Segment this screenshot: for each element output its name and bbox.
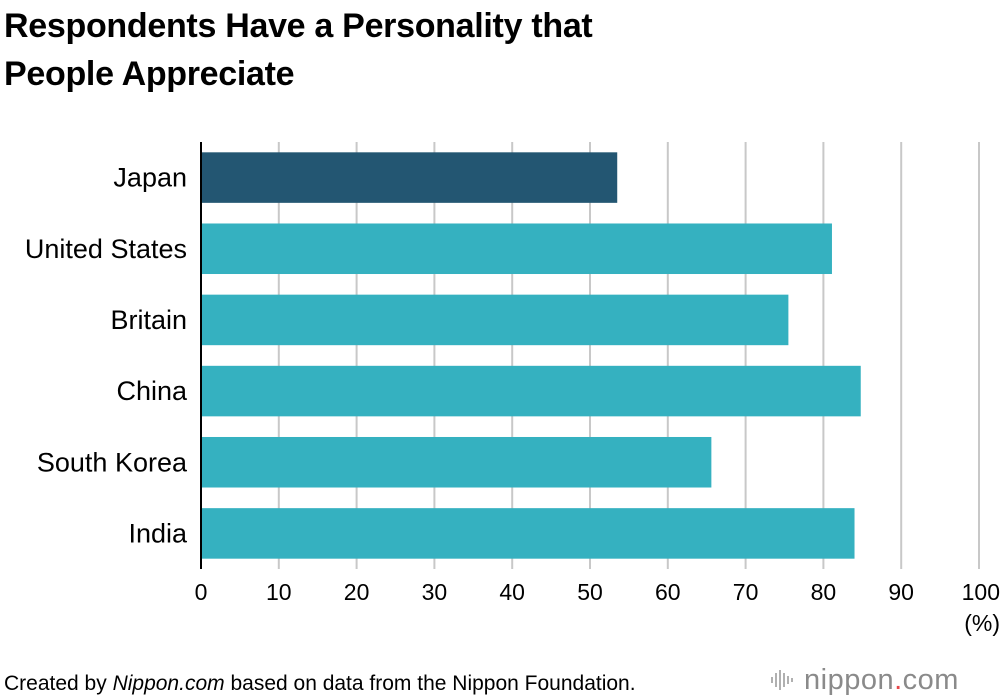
chart-title-line-2: People Appreciate xyxy=(4,55,295,93)
category-label-india: India xyxy=(128,518,188,548)
bar-united-states xyxy=(201,223,832,275)
x-tick-label-30: 30 xyxy=(422,579,448,605)
x-tick-label-10: 10 xyxy=(266,579,292,605)
x-tick-label-60: 60 xyxy=(655,579,681,605)
category-label-south-korea: South Korea xyxy=(37,447,188,477)
x-tick-label-0: 0 xyxy=(195,579,208,605)
x-tick-label-100: 100 xyxy=(962,579,1000,605)
bar-india xyxy=(201,508,855,559)
category-label-china: China xyxy=(116,376,188,406)
source-credit-suffix: based on data from the Nippon Foundation… xyxy=(224,672,636,695)
bar-japan xyxy=(201,152,618,203)
category-label-britain: Britain xyxy=(110,305,187,335)
x-tick-label-20: 20 xyxy=(344,579,370,605)
x-tick-label-90: 90 xyxy=(888,579,914,605)
bar-chart: Japan United States Britain China South Kore… xyxy=(25,142,1000,636)
category-label-japan: Japan xyxy=(113,163,187,193)
x-tick-label-50: 50 xyxy=(577,579,603,605)
bar-south-korea xyxy=(201,436,712,488)
x-tick-label-80: 80 xyxy=(811,579,837,605)
nippon-logo-text: nippon.com xyxy=(804,664,959,696)
source-credit-site: Nippon.com xyxy=(112,672,225,695)
nippon-logo-text-main: nippon xyxy=(804,664,895,696)
x-tick-label-70: 70 xyxy=(733,579,759,605)
x-axis-unit-label: (%) xyxy=(964,610,1000,636)
x-tick-label-40: 40 xyxy=(499,579,525,605)
chart-title: Respondents Have a Personality that Peop… xyxy=(4,2,904,98)
chart-title-line-1: Respondents Have a Personality that xyxy=(4,7,593,45)
bar-china xyxy=(201,365,861,417)
source-credit: Created by Nippon.com based on data from… xyxy=(4,671,636,697)
nippon-logo: nippon.com xyxy=(770,664,959,696)
source-credit-prefix: Created by xyxy=(4,672,113,695)
nippon-logo-dot: . xyxy=(894,664,903,696)
nippon-logo-bars-icon xyxy=(771,670,793,690)
category-label-united-states: United States xyxy=(25,234,187,264)
nippon-logo-text-tld: com xyxy=(902,664,959,696)
bar-britain xyxy=(201,294,789,346)
